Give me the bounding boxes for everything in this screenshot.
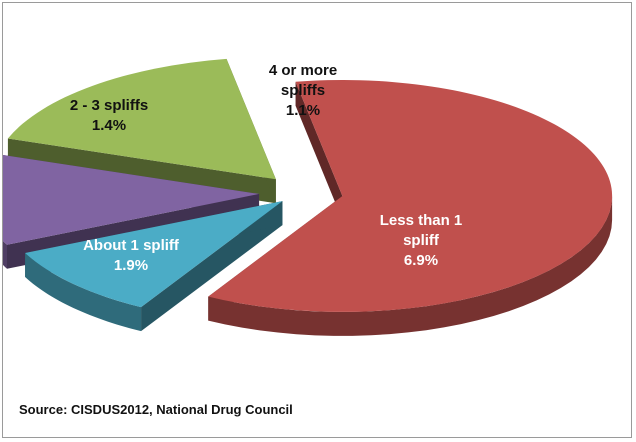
slice-name-label: spliff <box>403 232 440 249</box>
slice-name-label: 4 or more <box>269 62 337 79</box>
slice-rim <box>208 195 613 336</box>
source-note: Source: CISDUS2012, National Drug Counci… <box>19 402 293 417</box>
pie-slice-4-or-more-spliffs <box>25 201 283 332</box>
slice-name-label: 2 - 3 spliffs <box>70 97 148 114</box>
slice-rim <box>25 253 142 332</box>
slice-label: 2 - 3 spliffs 1.4% <box>70 97 148 134</box>
slice-name-label: spliffs <box>281 82 325 99</box>
pie-slice-less-than-1-spliff <box>208 79 613 336</box>
slice-value-label: 1.1% <box>286 102 320 119</box>
slice-top <box>7 58 276 180</box>
slice-label: 4 or more spliffs 1.1% <box>269 62 337 119</box>
slice-top <box>208 79 613 312</box>
slice-name-label: About 1 spliff <box>83 237 180 254</box>
slice-side-wall <box>141 201 283 332</box>
slice-name-label: Less than 1 <box>380 212 463 229</box>
slice-label: About 1 spliff 1.9% <box>83 237 180 274</box>
slice-top <box>3 155 260 245</box>
slice-label: Less than 1 spliff 6.9% <box>380 212 463 269</box>
slice-value-label: 6.9% <box>404 252 438 269</box>
chart-frame: Less than 1 spliff 6.9% 4 or more spliffs 1.1… <box>2 2 632 438</box>
slice-value-label: 1.9% <box>114 257 148 274</box>
pie-chart: Less than 1 spliff 6.9% 4 or more spliffs 1.1… <box>3 58 613 336</box>
slice-side-wall <box>295 81 343 220</box>
slice-top <box>25 201 283 308</box>
slice-rim <box>3 240 8 269</box>
slice-value-label: 1.4% <box>92 117 126 134</box>
